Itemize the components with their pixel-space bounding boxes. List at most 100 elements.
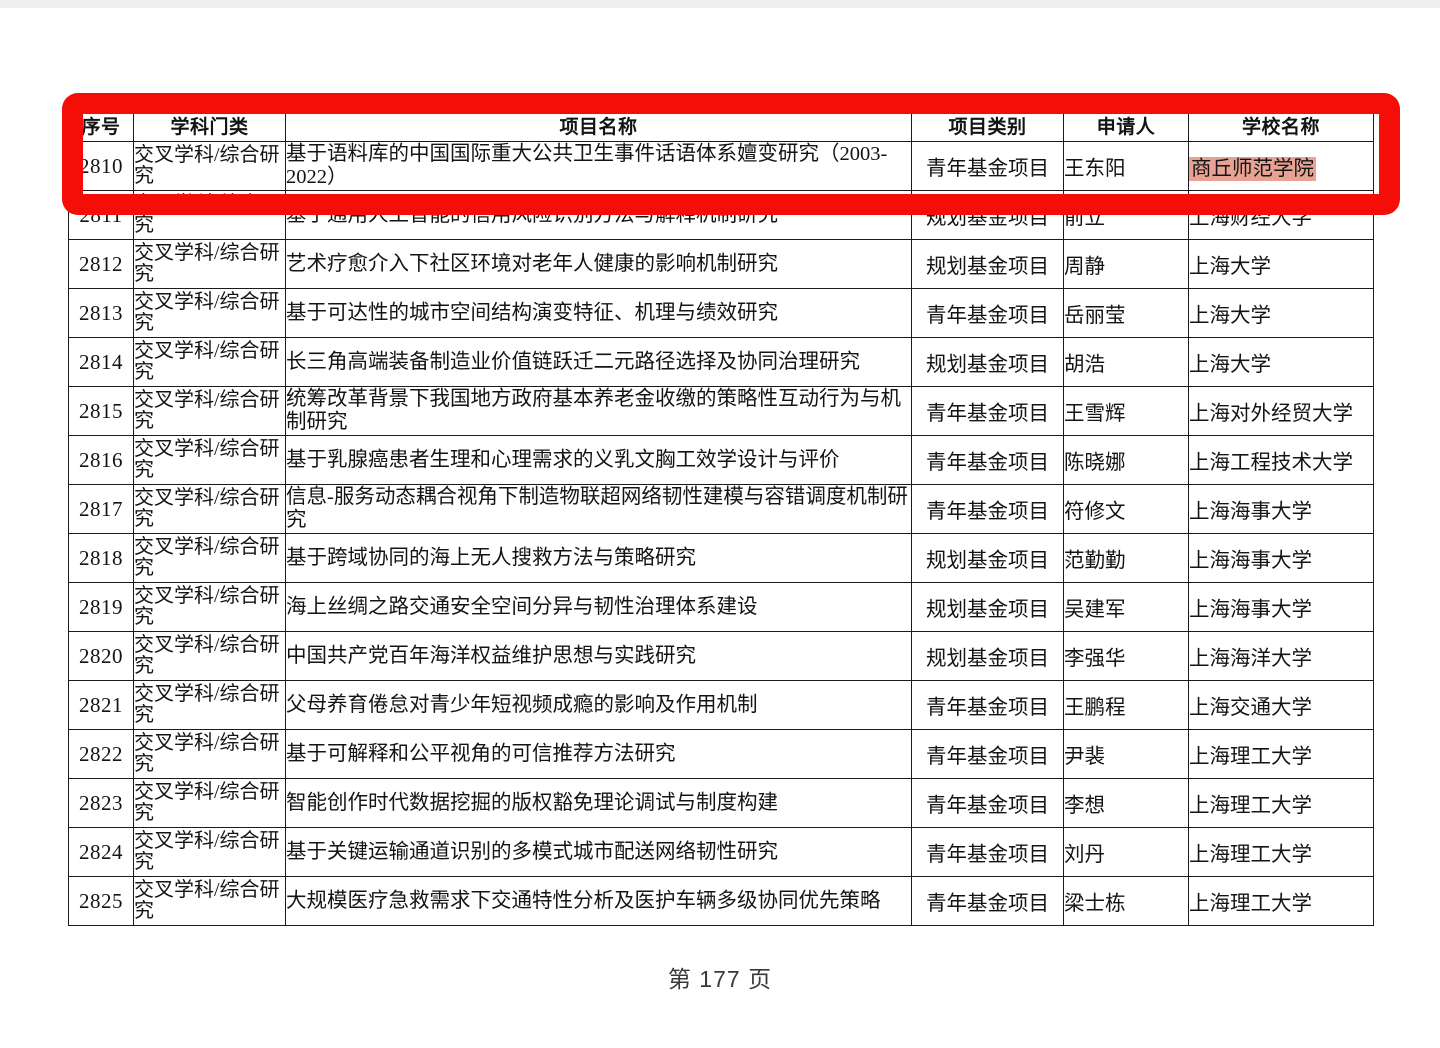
cell-project-title: 海上丝绸之路交通安全空间分异与韧性治理体系建设 (285, 582, 912, 632)
cell-project-title: 基于语料库的中国国际重大公共卫生事件话语体系嬗变研究（2003-2022） (285, 141, 912, 191)
cell-discipline: 交叉学科/综合研究 (133, 288, 286, 338)
cell-school-name: 上海大学 (1188, 337, 1374, 387)
cell-discipline: 交叉学科/综合研究 (133, 141, 286, 191)
table-row: 2818 交叉学科/综合研究 基于跨域协同的海上无人搜救方法与策略研究 规划基金项目范… (68, 533, 1374, 583)
cell-discipline: 交叉学科/综合研究 (133, 533, 286, 583)
cell-project-title: 艺术疗愈介入下社区环境对老年人健康的影响机制研究 (285, 239, 912, 289)
cell-project-title: 基于可达性的城市空间结构演变特征、机理与绩效研究 (285, 288, 912, 338)
cell-sequence-number: 2821 (68, 680, 134, 730)
cell-applicant: 范勤勤 (1063, 533, 1189, 583)
cell-school-name: 上海海事大学 (1188, 484, 1374, 534)
cell-sequence-number: 2818 (68, 533, 134, 583)
cell-sequence-number: 2822 (68, 729, 134, 779)
cell-sequence-number: 2813 (68, 288, 134, 338)
cell-sequence-number: 2817 (68, 484, 134, 534)
table-row: 2816 交叉学科/综合研究 基于乳腺癌患者生理和心理需求的义乳文胸工效学设计与评价… (68, 435, 1374, 485)
cell-project-title: 基于关键运输通道识别的多模式城市配送网络韧性研究 (285, 827, 912, 877)
cell-school-name: 上海海事大学 (1188, 582, 1374, 632)
cell-discipline: 交叉学科/综合研究 (133, 435, 286, 485)
table-body: 2810 交叉学科/综合研究 基于语料库的中国国际重大公共卫生事件话语体系嬗变研究（… (68, 141, 1374, 926)
cell-discipline: 交叉学科/综合研究 (133, 386, 286, 436)
cell-discipline: 交叉学科/综合研究 (133, 582, 286, 632)
cell-discipline: 交叉学科/综合研究 (133, 827, 286, 877)
column-header-title: 项目名称 (285, 108, 912, 142)
table-row: 2817 交叉学科/综合研究 信息-服务动态耦合视角下制造物联超网络韧性建模与容错调… (68, 484, 1374, 534)
cell-discipline: 交叉学科/综合研究 (133, 239, 286, 289)
cell-applicant: 王雪辉 (1063, 386, 1189, 436)
cell-applicant: 符修文 (1063, 484, 1189, 534)
table-row: 2813 交叉学科/综合研究 基于可达性的城市空间结构演变特征、机理与绩效研究 青年基… (68, 288, 1374, 338)
table-row: 2824 交叉学科/综合研究 基于关键运输通道识别的多模式城市配送网络韧性研究 青年基… (68, 827, 1374, 877)
column-header-school: 学校名称 (1188, 108, 1374, 142)
cell-school-name: 上海大学 (1188, 239, 1374, 289)
cell-discipline: 交叉学科/综合研究 (133, 680, 286, 730)
column-header-seq: 序号 (68, 108, 134, 142)
table-header: 序号 学科门类 项目名称 项目类别 申请人 学校名称 (68, 108, 1374, 142)
cell-sequence-number: 2819 (68, 582, 134, 632)
cell-project-category: 规划基金项目 (911, 190, 1064, 240)
table-row: 2814 交叉学科/综合研究 长三角高端装备制造业价值链跃迁二元路径选择及协同治理研… (68, 337, 1374, 387)
column-header-category: 项目类别 (911, 108, 1064, 142)
cell-project-category: 青年基金项目 (911, 435, 1064, 485)
cell-school-name: 上海财经大学 (1188, 190, 1374, 240)
cell-project-category: 青年基金项目 (911, 827, 1064, 877)
cell-project-title: 信息-服务动态耦合视角下制造物联超网络韧性建模与容错调度机制研究 (285, 484, 912, 534)
cell-discipline: 交叉学科/综合研究 (133, 778, 286, 828)
cell-applicant: 吴建军 (1063, 582, 1189, 632)
cell-applicant: 李强华 (1063, 631, 1189, 681)
cell-applicant: 王鹏程 (1063, 680, 1189, 730)
project-list-table: 序号 学科门类 项目名称 项目类别 申请人 学校名称 2810 交叉学科/综合研究… (68, 108, 1374, 926)
table-row: 2810 交叉学科/综合研究 基于语料库的中国国际重大公共卫生事件话语体系嬗变研究（… (68, 141, 1374, 191)
cell-project-title: 大规模医疗急救需求下交通特性分析及医护车辆多级协同优先策略 (285, 876, 912, 926)
cell-school-name: 商丘师范学院 (1188, 141, 1374, 191)
cell-school-name: 上海工程技术大学 (1188, 435, 1374, 485)
cell-school-name: 上海对外经贸大学 (1188, 386, 1374, 436)
cell-school-name: 上海海事大学 (1188, 533, 1374, 583)
top-bar-strip (0, 0, 1440, 8)
cell-applicant: 李想 (1063, 778, 1189, 828)
highlighted-school-name: 商丘师范学院 (1189, 157, 1316, 181)
document-page: 序号 学科门类 项目名称 项目类别 申请人 学校名称 2810 交叉学科/综合研究… (0, 8, 1440, 1048)
table-row: 2825 交叉学科/综合研究 大规模医疗急救需求下交通特性分析及医护车辆多级协同优先… (68, 876, 1374, 926)
cell-sequence-number: 2812 (68, 239, 134, 289)
cell-project-category: 青年基金项目 (911, 778, 1064, 828)
cell-project-category: 规划基金项目 (911, 631, 1064, 681)
cell-discipline: 交叉学科/综合研究 (133, 876, 286, 926)
cell-school-name: 上海理工大学 (1188, 729, 1374, 779)
cell-project-category: 青年基金项目 (911, 288, 1064, 338)
table-row: 2812 交叉学科/综合研究 艺术疗愈介入下社区环境对老年人健康的影响机制研究 规划基… (68, 239, 1374, 289)
cell-applicant: 胡浩 (1063, 337, 1189, 387)
cell-project-title: 统筹改革背景下我国地方政府基本养老金收缴的策略性互动行为与机制研究 (285, 386, 912, 436)
cell-discipline: 交叉学科/综合研究 (133, 484, 286, 534)
table-header-row: 序号 学科门类 项目名称 项目类别 申请人 学校名称 (68, 108, 1374, 142)
cell-project-category: 规划基金项目 (911, 337, 1064, 387)
cell-project-title: 基于跨域协同的海上无人搜救方法与策略研究 (285, 533, 912, 583)
table-row: 2815 交叉学科/综合研究 统筹改革背景下我国地方政府基本养老金收缴的策略性互动行… (68, 386, 1374, 436)
cell-project-category: 青年基金项目 (911, 141, 1064, 191)
column-header-applicant: 申请人 (1063, 108, 1189, 142)
cell-applicant: 陈晓娜 (1063, 435, 1189, 485)
cell-discipline: 交叉学科/综合研究 (133, 729, 286, 779)
cell-project-title: 基于乳腺癌患者生理和心理需求的义乳文胸工效学设计与评价 (285, 435, 912, 485)
cell-project-category: 青年基金项目 (911, 680, 1064, 730)
cell-sequence-number: 2810 (68, 141, 134, 191)
cell-project-category: 规划基金项目 (911, 582, 1064, 632)
cell-applicant: 尹裴 (1063, 729, 1189, 779)
cell-school-name: 上海大学 (1188, 288, 1374, 338)
cell-applicant: 刘丹 (1063, 827, 1189, 877)
cell-project-category: 规划基金项目 (911, 533, 1064, 583)
cell-sequence-number: 2824 (68, 827, 134, 877)
table-row: 2821 交叉学科/综合研究 父母养育倦怠对青少年短视频成瘾的影响及作用机制 青年基金… (68, 680, 1374, 730)
cell-applicant: 周静 (1063, 239, 1189, 289)
table-row: 2820 交叉学科/综合研究 中国共产党百年海洋权益维护思想与实践研究 规划基金项目李… (68, 631, 1374, 681)
cell-applicant: 前立 (1063, 190, 1189, 240)
cell-sequence-number: 2816 (68, 435, 134, 485)
cell-applicant: 梁士栋 (1063, 876, 1189, 926)
cell-school-name: 上海理工大学 (1188, 876, 1374, 926)
cell-project-title: 长三角高端装备制造业价值链跃迁二元路径选择及协同治理研究 (285, 337, 912, 387)
cell-project-title: 基于可解释和公平视角的可信推荐方法研究 (285, 729, 912, 779)
cell-school-name: 上海理工大学 (1188, 827, 1374, 877)
table-row: 2823 交叉学科/综合研究 智能创作时代数据挖掘的版权豁免理论调试与制度构建 青年基… (68, 778, 1374, 828)
cell-sequence-number: 2811 (68, 190, 134, 240)
table-row: 2811 交叉学科/综合研究 基于通用人工智能的信用风险识别方法与解释机制研究 规划基… (68, 190, 1374, 240)
